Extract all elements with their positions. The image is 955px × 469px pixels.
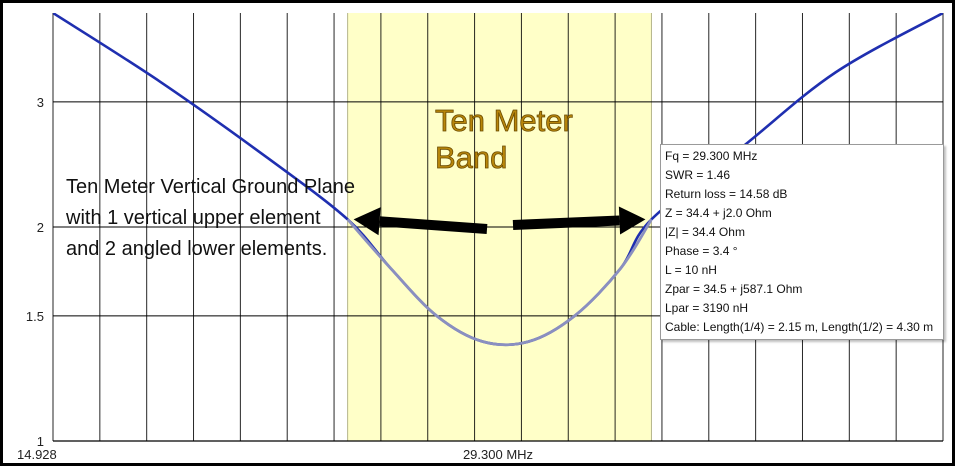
y-tick-label: 1.5	[26, 309, 44, 324]
x-tick-label: 14.928	[17, 447, 57, 462]
arrow-right-head	[618, 206, 646, 235]
note-line: and 2 angled lower elements.	[66, 238, 327, 260]
arrow-left-head	[353, 207, 381, 236]
tooltip-line-phase: Phase = 3.4 °	[665, 244, 738, 258]
x-tick-label: 29.300 MHz	[463, 447, 533, 462]
tooltip-line-return-loss: Return loss = 14.58 dB	[665, 187, 788, 201]
y-tick-label: 3	[37, 95, 44, 110]
y-tick-label: 1	[37, 434, 44, 449]
tooltip-line-swr: SWR = 1.46	[665, 168, 731, 182]
tooltip-line-impedance-magnitude: |Z| = 34.4 Ohm	[665, 225, 745, 239]
tooltip-line-impedance: Z = 34.4 + j2.0 Ohm	[665, 206, 772, 220]
tooltip-line-zpar: Zpar = 34.5 + j587.1 Ohm	[665, 282, 803, 296]
tooltip-line-frequency: Fq = 29.300 MHz	[665, 149, 758, 163]
arrow-left-shaft	[379, 216, 488, 234]
tooltip-line-cable: Cable: Length(1/4) = 2.15 m, Length(1/2)…	[665, 320, 934, 334]
swr-curve-in-band	[346, 218, 653, 347]
note-line: Ten Meter Vertical Ground Plane	[66, 176, 355, 198]
arrow-right-shaft	[512, 215, 620, 230]
measurement-tooltip: Fq = 29.300 MHz SWR = 1.46 Return loss =…	[660, 144, 944, 340]
tooltip-line-lpar: Lpar = 3190 nH	[665, 301, 749, 315]
tooltip-line-inductance: L = 10 nH	[665, 263, 717, 277]
y-tick-label: 2	[37, 220, 44, 235]
band-title-line: Band	[435, 140, 507, 175]
note-line: with 1 vertical upper element	[65, 207, 321, 229]
band-title-line: Ten Meter	[435, 103, 573, 138]
